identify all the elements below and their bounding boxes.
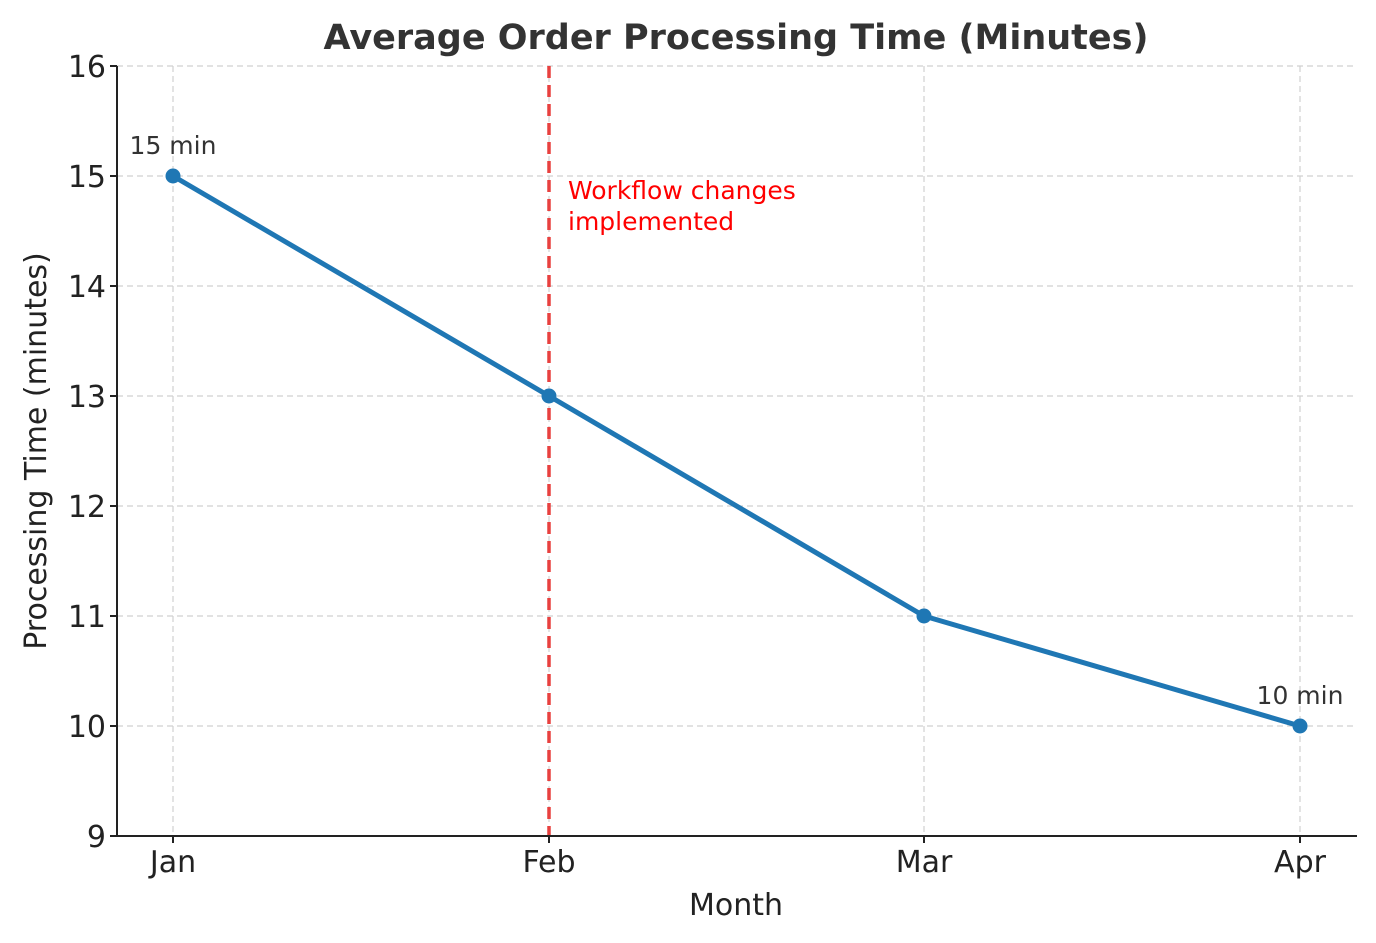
y-tick-label: 11	[68, 600, 106, 635]
x-axis-label: Month	[689, 888, 783, 923]
reference-line-label: Workflow changes	[568, 176, 796, 205]
y-tick-label: 13	[68, 380, 106, 415]
data-point	[165, 168, 181, 184]
data-point	[916, 608, 932, 624]
data-point	[1292, 718, 1308, 734]
data-label: 15 min	[130, 131, 217, 160]
y-tick-label: 12	[68, 490, 106, 525]
y-tick-label: 15	[68, 160, 106, 195]
data-point	[541, 388, 557, 404]
x-tick-label: Feb	[522, 845, 575, 880]
series-group	[165, 168, 1308, 734]
axes	[110, 65, 1357, 843]
series-line	[170, 173, 1303, 729]
y-tick-label: 10	[68, 710, 106, 745]
y-tick-label: 9	[87, 820, 106, 855]
y-tick-label: 14	[68, 270, 106, 305]
data-label: 10 min	[1257, 681, 1344, 710]
reference-line-label: implemented	[568, 207, 734, 236]
x-tick-label: Mar	[896, 845, 953, 880]
x-tick-label: Jan	[148, 845, 196, 880]
x-tick-label: Apr	[1274, 845, 1327, 880]
y-axis-label: Processing Time (minutes)	[19, 252, 54, 650]
y-tick-label: 16	[68, 50, 106, 85]
chart-title: Average Order Processing Time (Minutes)	[324, 18, 1149, 58]
